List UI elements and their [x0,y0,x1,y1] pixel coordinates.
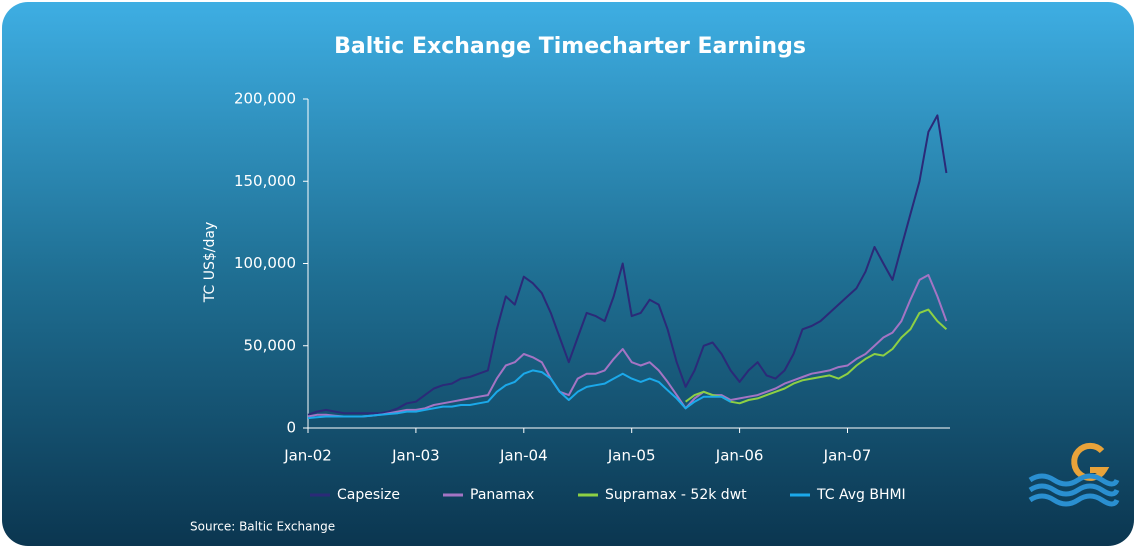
x-tick-label: Jan-02 [283,447,332,465]
y-tick-label: 50,000 [244,336,297,354]
y-tick-label: 150,000 [234,172,296,190]
x-tick-label: Jan-03 [391,447,440,465]
y-tick-label: 0 [286,419,296,437]
y-axis-label: TC US$/day [202,222,218,303]
x-tick-label: Jan-06 [715,447,764,465]
line-series [307,114,948,416]
x-tick-label: Jan-05 [607,447,656,465]
legend-label: Capesize [337,487,400,503]
legend-label: Panamax [470,487,534,503]
source: Source: Baltic Exchange [190,520,335,534]
line-series [307,369,732,420]
chart-title: Baltic Exchange Timecharter Earnings [334,34,806,59]
line-series [307,274,948,418]
x-tick-label: Jan-04 [499,447,548,465]
x-tick-label: Jan-07 [823,447,872,465]
legend-label: Supramax - 52k dwt [605,487,747,503]
legend-label: TC Avg BHMI [816,487,906,503]
logo [1028,442,1120,507]
y-tick-label: 100,000 [234,254,296,272]
y-tick-label: 200,000 [234,90,296,108]
